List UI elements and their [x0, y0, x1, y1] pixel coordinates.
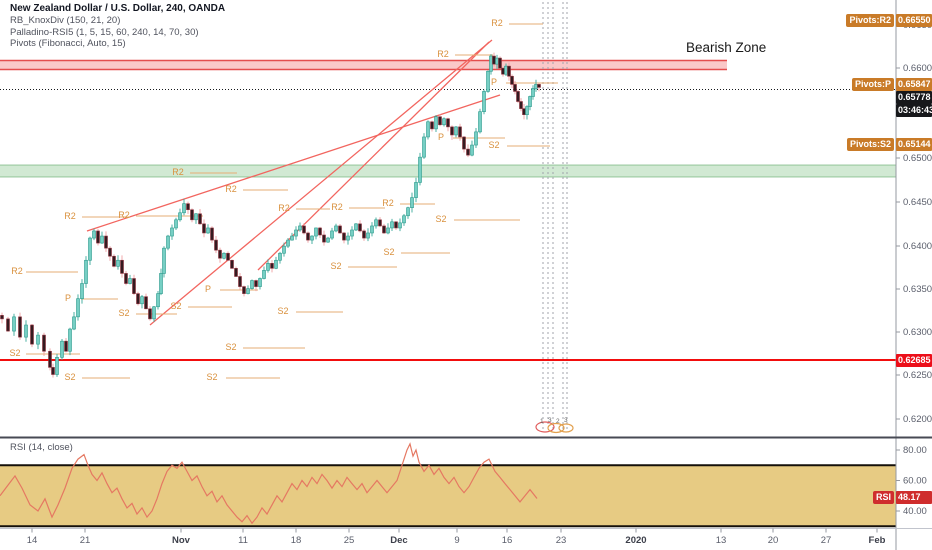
svg-text:23: 23 [556, 535, 567, 546]
svg-text:P: P [491, 77, 497, 87]
indicator-legend-palladino-rsi5[interactable]: Palladino-RSI5 (1, 5, 15, 60, 240, 14, 7… [10, 26, 199, 38]
rsi-pane-legend[interactable]: RSI (14, close) [10, 442, 73, 453]
pivots-s2-tag-value: 0.65144 [896, 138, 932, 151]
dashed-projection-lines [542, 2, 568, 431]
svg-text:R2: R2 [437, 49, 449, 59]
pivots-s2-tag-label: Pivots:S2 [846, 138, 894, 151]
svg-text:20: 20 [768, 535, 779, 546]
svg-text:0.62000: 0.62000 [903, 414, 932, 425]
svg-text:Feb: Feb [869, 535, 886, 546]
pivots-r2-tag-value: 0.66550 [896, 14, 932, 27]
svg-text:21: 21 [80, 535, 91, 546]
svg-text:S2: S2 [170, 301, 181, 311]
svg-text:S2: S2 [488, 140, 499, 150]
svg-text:2: 2 [556, 418, 560, 425]
chart-legend: New Zealand Dollar / U.S. Dollar, 240, O… [10, 3, 225, 50]
svg-text:S2: S2 [383, 247, 394, 257]
svg-text:25: 25 [344, 535, 355, 546]
pivots-p-tag-value: 0.65847 [896, 78, 932, 91]
svg-text:R2: R2 [382, 198, 394, 208]
bar-countdown-tag: 03:46:43 [896, 104, 932, 117]
svg-text:3: 3 [564, 417, 568, 424]
svg-text:S2: S2 [435, 214, 446, 224]
trendlines [86, 39, 501, 326]
rsi-tag-label: RSI [872, 491, 894, 504]
svg-text:1: 1 [540, 418, 544, 425]
support-level-price-tag: 0.62685 [896, 354, 932, 367]
pivots-s2-price-tag: Pivots:S2 0.65144 [846, 138, 932, 151]
svg-text:27: 27 [821, 535, 832, 546]
pivots-p-price-tag: Pivots:P 0.65847 [851, 78, 932, 91]
svg-text:S2: S2 [225, 342, 236, 352]
svg-text:16: 16 [502, 535, 513, 546]
svg-text:R2: R2 [118, 210, 130, 220]
bar-countdown-value: 03:46:43 [896, 104, 932, 117]
pivots-r2-price-tag: Pivots:R2 0.66550 [846, 14, 932, 27]
svg-text:40.00: 40.00 [903, 506, 927, 517]
svg-text:Dec: Dec [390, 535, 407, 546]
time-axis: 14 21 Nov 11 18 25 Dec 9 16 23 2020 13 20 27 Feb [27, 528, 886, 546]
svg-text:R2: R2 [64, 211, 76, 221]
last-price-tag: 0.65778 [896, 91, 932, 104]
svg-text:R2: R2 [278, 203, 290, 213]
pivot-markers: R2 R2 R2 P S2 S2 S2 R2 R2 P S2 S2 S2 R2 R2 R2 S2 S2 S2 P S2 R… [9, 18, 558, 382]
symbol-title[interactable]: New Zealand Dollar / U.S. Dollar, 240, O… [10, 3, 226, 14]
rsi-pane [0, 442, 896, 528]
svg-text:R2: R2 [331, 202, 343, 212]
pivots-r2-tag-label: Pivots:R2 [846, 14, 894, 27]
rsi-tag-value: 48.17 [896, 491, 932, 504]
last-price-value: 0.65778 [896, 91, 932, 104]
svg-text:R2: R2 [491, 18, 503, 28]
svg-text:S2: S2 [277, 306, 288, 316]
svg-text:13: 13 [716, 535, 727, 546]
horizontal-levels [0, 89, 896, 361]
pivots-p-tag-label: Pivots:P [851, 78, 894, 91]
svg-text:S2: S2 [206, 372, 217, 382]
svg-text:80.00: 80.00 [903, 445, 927, 456]
svg-text:11: 11 [238, 535, 248, 546]
svg-text:60.00: 60.00 [903, 476, 927, 487]
support-level-value: 0.62685 [896, 354, 932, 367]
svg-text:S2: S2 [118, 308, 129, 318]
svg-text:14: 14 [27, 535, 38, 546]
svg-text:Nov: Nov [172, 535, 191, 546]
svg-text:18: 18 [291, 535, 302, 546]
svg-text:P: P [438, 132, 444, 142]
price-zones [0, 59, 896, 178]
svg-text:P: P [205, 284, 211, 294]
bearish-zone-label: Bearish Zone [686, 40, 767, 55]
indicator-legend-pivots[interactable]: Pivots (Fibonacci, Auto, 15) [10, 38, 126, 49]
svg-text:R2: R2 [225, 184, 237, 194]
rsi-line [0, 442, 538, 525]
svg-text:R2: R2 [172, 167, 184, 177]
svg-text:S2: S2 [9, 348, 20, 358]
svg-text:2020: 2020 [625, 535, 646, 546]
candles-layer [0, 52, 541, 378]
svg-text:R2: R2 [11, 266, 23, 276]
svg-text:S2: S2 [330, 261, 341, 271]
rsi-value-tag: RSI 48.17 [872, 491, 932, 504]
svg-text:9: 9 [454, 535, 459, 546]
indicator-legend-rb-knoxdiv[interactable]: RB_KnoxDiv (150, 21, 20) [10, 15, 121, 26]
svg-text:3: 3 [548, 417, 552, 424]
svg-text:S2: S2 [64, 372, 75, 382]
svg-text:P: P [65, 293, 71, 303]
